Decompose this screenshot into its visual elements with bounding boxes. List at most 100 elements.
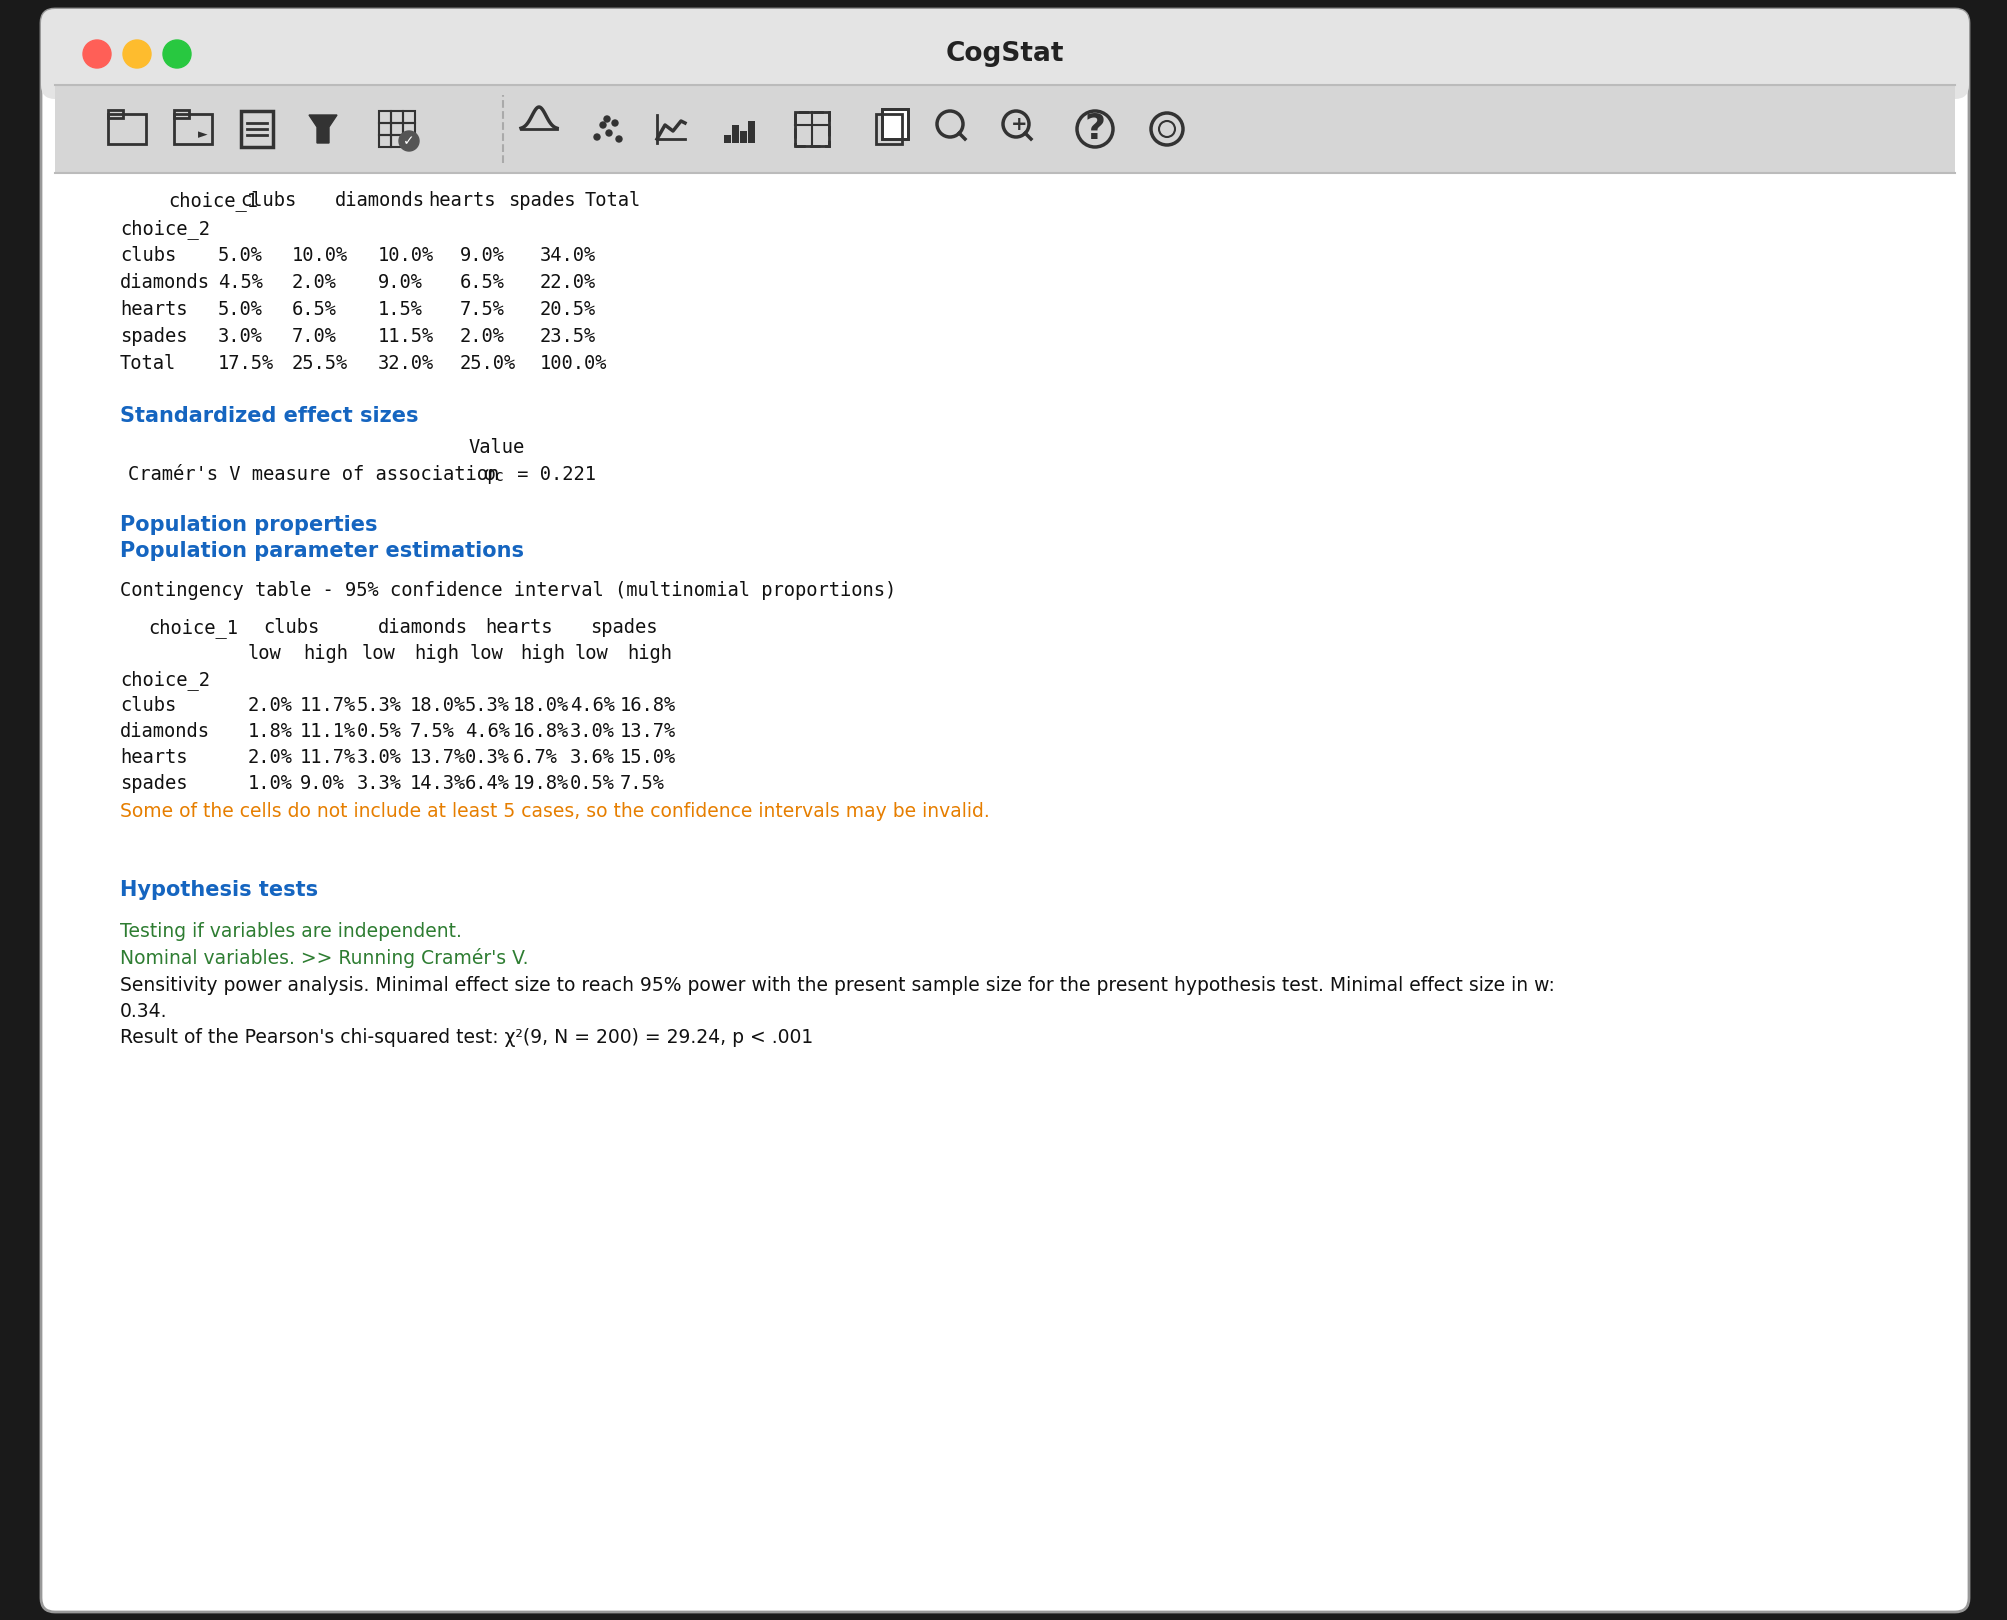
Text: 0.5%: 0.5% bbox=[357, 723, 401, 740]
Bar bbox=[379, 112, 391, 123]
Circle shape bbox=[82, 40, 110, 68]
Text: Testing if variables are independent.: Testing if variables are independent. bbox=[120, 922, 462, 941]
Text: φ: φ bbox=[484, 465, 494, 484]
Text: choice_1: choice_1 bbox=[149, 617, 239, 638]
Text: 34.0%: 34.0% bbox=[540, 246, 596, 266]
Text: Population properties: Population properties bbox=[120, 515, 377, 535]
Text: 22.0%: 22.0% bbox=[540, 274, 596, 292]
Text: spades: spades bbox=[590, 617, 656, 637]
Text: 5.0%: 5.0% bbox=[219, 300, 263, 319]
Text: 14.3%: 14.3% bbox=[409, 774, 466, 794]
Text: ?: ? bbox=[1084, 112, 1106, 146]
Text: 6.4%: 6.4% bbox=[466, 774, 510, 794]
Text: spades: spades bbox=[120, 327, 187, 347]
Text: 19.8%: 19.8% bbox=[512, 774, 568, 794]
Text: low: low bbox=[574, 645, 608, 663]
Text: 18.0%: 18.0% bbox=[512, 697, 568, 714]
Text: low: low bbox=[361, 645, 395, 663]
Text: 3.0%: 3.0% bbox=[570, 723, 614, 740]
Text: 4.6%: 4.6% bbox=[570, 697, 614, 714]
Text: Some of the cells do not include at least 5 cases, so the confidence intervals m: Some of the cells do not include at leas… bbox=[120, 802, 989, 821]
Text: diamonds: diamonds bbox=[335, 191, 425, 211]
Text: 5.3%: 5.3% bbox=[466, 697, 510, 714]
Text: clubs: clubs bbox=[120, 246, 177, 266]
Bar bbox=[54, 53, 1955, 84]
Text: 100.0%: 100.0% bbox=[540, 355, 608, 373]
Text: Standardized effect sizes: Standardized effect sizes bbox=[120, 407, 417, 426]
Text: 1.8%: 1.8% bbox=[249, 723, 293, 740]
Text: 16.8%: 16.8% bbox=[620, 697, 676, 714]
Text: low: low bbox=[249, 645, 281, 663]
Text: Cramér's V measure of association: Cramér's V measure of association bbox=[128, 465, 500, 484]
Text: +: + bbox=[1010, 115, 1028, 133]
Circle shape bbox=[399, 131, 419, 151]
Text: 0.3%: 0.3% bbox=[466, 748, 510, 766]
Text: high: high bbox=[626, 645, 672, 663]
Text: 11.5%: 11.5% bbox=[377, 327, 434, 347]
Text: 13.7%: 13.7% bbox=[409, 748, 466, 766]
Text: Hypothesis tests: Hypothesis tests bbox=[120, 880, 317, 901]
Text: high: high bbox=[303, 645, 347, 663]
Bar bbox=[741, 131, 747, 143]
Text: high: high bbox=[413, 645, 460, 663]
Text: 11.1%: 11.1% bbox=[299, 723, 355, 740]
Text: 7.5%: 7.5% bbox=[620, 774, 664, 794]
Text: 0.34.: 0.34. bbox=[120, 1003, 167, 1021]
Circle shape bbox=[122, 40, 151, 68]
Text: 6.5%: 6.5% bbox=[460, 274, 504, 292]
Text: Total: Total bbox=[120, 355, 177, 373]
Text: diamonds: diamonds bbox=[120, 274, 211, 292]
Text: 7.0%: 7.0% bbox=[291, 327, 337, 347]
Text: 4.6%: 4.6% bbox=[466, 723, 510, 740]
Text: 3.3%: 3.3% bbox=[357, 774, 401, 794]
Text: diamonds: diamonds bbox=[120, 723, 211, 740]
Text: 3.6%: 3.6% bbox=[570, 748, 614, 766]
Text: 25.5%: 25.5% bbox=[291, 355, 347, 373]
Text: Nominal variables. >> Running Cramér's V.: Nominal variables. >> Running Cramér's V… bbox=[120, 948, 528, 969]
Text: CogStat: CogStat bbox=[945, 40, 1064, 66]
Text: 7.5%: 7.5% bbox=[409, 723, 456, 740]
Bar bbox=[241, 112, 273, 147]
Text: 4.5%: 4.5% bbox=[219, 274, 263, 292]
Text: diamonds: diamonds bbox=[377, 617, 468, 637]
Text: hearts: hearts bbox=[120, 300, 187, 319]
Text: 20.5%: 20.5% bbox=[540, 300, 596, 319]
Text: Value: Value bbox=[468, 437, 524, 457]
Circle shape bbox=[612, 120, 618, 126]
Text: clubs: clubs bbox=[263, 617, 319, 637]
Bar bbox=[403, 134, 415, 147]
Text: 1.0%: 1.0% bbox=[249, 774, 293, 794]
Text: 2.0%: 2.0% bbox=[291, 274, 337, 292]
Text: 6.5%: 6.5% bbox=[291, 300, 337, 319]
FancyBboxPatch shape bbox=[40, 10, 1969, 1612]
Text: 2.0%: 2.0% bbox=[249, 748, 293, 766]
Text: 11.7%: 11.7% bbox=[299, 748, 355, 766]
Text: Population parameter estimations: Population parameter estimations bbox=[120, 541, 524, 561]
Text: 9.0%: 9.0% bbox=[377, 274, 423, 292]
Text: 9.0%: 9.0% bbox=[460, 246, 504, 266]
Bar bbox=[108, 110, 122, 118]
Text: hearts: hearts bbox=[427, 191, 496, 211]
Circle shape bbox=[616, 136, 622, 143]
Text: 0.5%: 0.5% bbox=[570, 774, 614, 794]
Bar bbox=[175, 113, 213, 144]
Text: = 0.221: = 0.221 bbox=[506, 465, 596, 484]
Text: choice_2: choice_2 bbox=[120, 671, 211, 690]
Text: 2.0%: 2.0% bbox=[249, 697, 293, 714]
Text: 10.0%: 10.0% bbox=[291, 246, 347, 266]
Text: Contingency table - 95% confidence interval (multinomial proportions): Contingency table - 95% confidence inter… bbox=[120, 582, 895, 599]
Bar bbox=[725, 134, 731, 143]
Bar bbox=[391, 112, 403, 123]
Text: ►: ► bbox=[199, 128, 207, 141]
Text: choice_1: choice_1 bbox=[169, 191, 257, 211]
Bar bbox=[403, 123, 415, 134]
Bar bbox=[795, 112, 829, 146]
Bar bbox=[391, 123, 403, 134]
Text: high: high bbox=[520, 645, 564, 663]
Bar bbox=[733, 125, 739, 143]
Bar bbox=[108, 113, 147, 144]
Text: 11.7%: 11.7% bbox=[299, 697, 355, 714]
Text: 13.7%: 13.7% bbox=[620, 723, 676, 740]
Text: 3.0%: 3.0% bbox=[219, 327, 263, 347]
Circle shape bbox=[606, 130, 612, 136]
